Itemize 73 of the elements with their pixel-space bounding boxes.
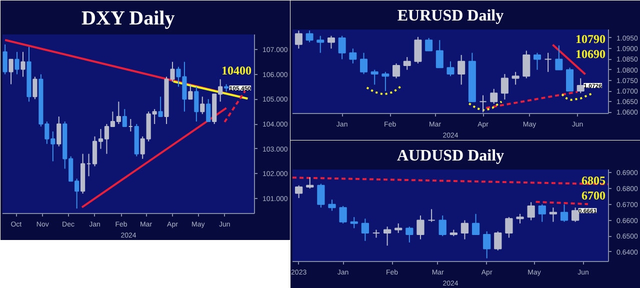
candlestick xyxy=(490,88,498,104)
annotation: 6805 xyxy=(582,173,606,188)
candlestick xyxy=(416,215,424,240)
candlestick xyxy=(361,218,369,242)
candlestick xyxy=(446,60,454,77)
candlestick xyxy=(483,230,491,259)
candlestick xyxy=(338,35,346,60)
candlestick xyxy=(425,37,433,52)
candlestick xyxy=(394,222,402,234)
candlestick xyxy=(32,76,38,100)
line-series xyxy=(561,92,592,101)
candlestick xyxy=(370,69,378,86)
annotation: 10400 xyxy=(222,63,252,78)
candlestick xyxy=(544,52,552,72)
candlestick xyxy=(122,108,127,127)
candlestick xyxy=(538,204,546,222)
candlestick xyxy=(500,74,508,100)
candlestick xyxy=(327,35,335,50)
candlestick xyxy=(527,202,535,221)
chart-title: DXY Daily xyxy=(82,8,175,30)
candlestick xyxy=(438,215,446,237)
candlestick xyxy=(572,207,580,222)
candlestick xyxy=(317,183,325,208)
candlestick xyxy=(294,30,302,50)
candlestick xyxy=(158,96,163,118)
candlestick xyxy=(479,94,487,113)
candlestick xyxy=(20,51,26,78)
candlestick xyxy=(516,213,524,224)
candlestick xyxy=(403,56,411,70)
candlestick xyxy=(406,226,414,243)
candlestick xyxy=(306,30,314,43)
candlestick xyxy=(382,71,390,92)
candlestick xyxy=(414,36,422,64)
annotation: 10690 xyxy=(576,46,606,61)
annotation: 6700 xyxy=(582,188,606,202)
candlestick xyxy=(200,96,205,115)
line-series xyxy=(468,100,503,112)
candlestick xyxy=(576,78,584,94)
candlestick xyxy=(566,67,574,92)
candlestick xyxy=(349,48,357,64)
candlestick xyxy=(436,40,444,68)
candlestick xyxy=(494,230,502,251)
candlestick xyxy=(560,204,568,222)
candlestick xyxy=(14,51,20,75)
candlestick xyxy=(350,216,358,229)
candlestick xyxy=(458,54,466,86)
candlestick xyxy=(188,84,193,100)
candlestick xyxy=(295,184,303,199)
candlestick xyxy=(428,208,436,222)
candlestick xyxy=(339,205,347,224)
candlestick xyxy=(522,50,530,79)
candlestick xyxy=(306,176,314,190)
candlestick xyxy=(206,98,211,122)
line-series xyxy=(366,85,402,96)
chart-title: EURUSD Daily xyxy=(397,8,504,24)
candlestick xyxy=(472,213,480,236)
candlestick xyxy=(56,116,62,147)
candlestick xyxy=(360,52,368,75)
candlestick xyxy=(392,62,400,79)
candlestick xyxy=(383,226,392,246)
candlestick xyxy=(2,44,8,75)
chart-title: AUDUSD Daily xyxy=(396,148,504,164)
candlestick xyxy=(533,52,541,70)
candlestick xyxy=(8,58,14,85)
annotation: 10790 xyxy=(576,32,606,46)
candlestick xyxy=(194,86,199,122)
candlestick xyxy=(316,35,324,54)
candlestick xyxy=(460,220,469,240)
candlestick xyxy=(505,216,513,238)
candlestick xyxy=(328,199,336,212)
candlestick xyxy=(512,71,520,86)
candlestick xyxy=(555,44,563,70)
candlestick xyxy=(549,207,558,222)
